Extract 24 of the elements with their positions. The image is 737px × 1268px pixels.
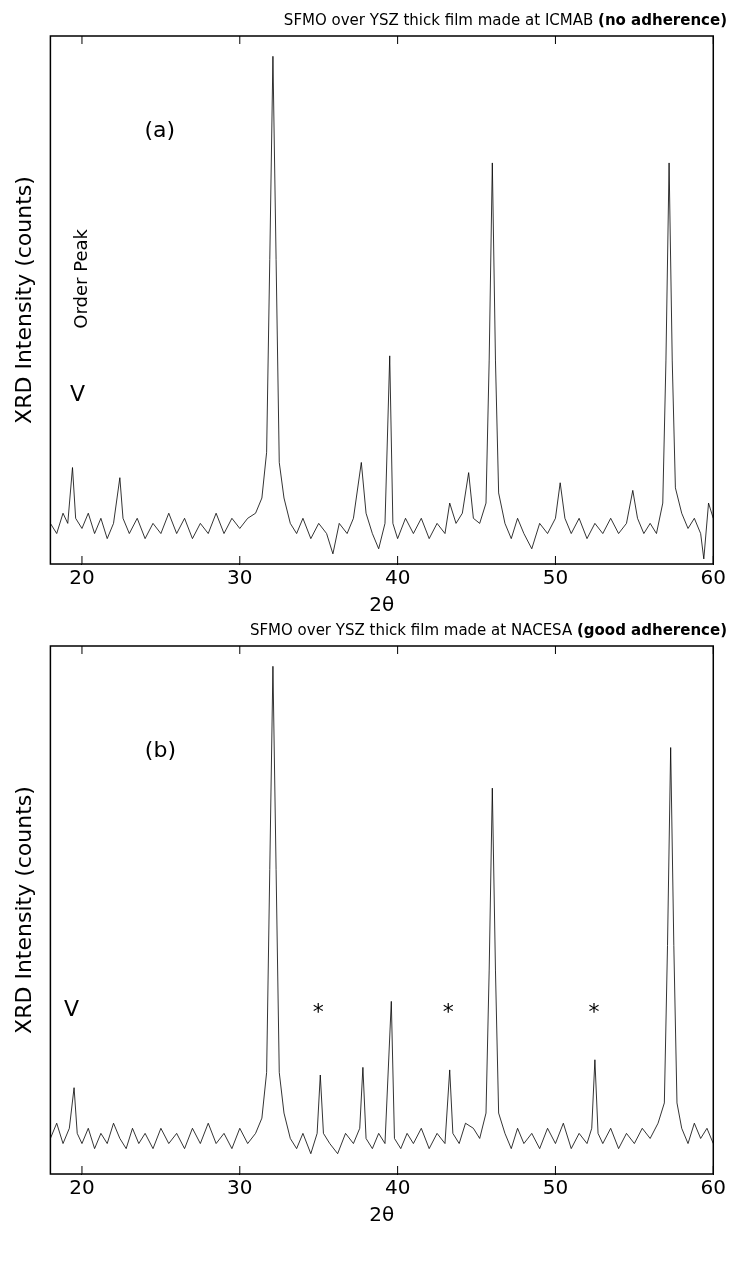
x-axis-title: 2θ [369, 592, 395, 617]
x-axis-title: 2θ [369, 1202, 395, 1227]
annotation: * [442, 998, 454, 1024]
x-tick-label: 30 [227, 565, 253, 590]
annotation: V [70, 380, 86, 406]
annotation: * [312, 998, 324, 1024]
x-tick-label: 50 [542, 1175, 569, 1200]
x-tick-label: 60 [700, 1175, 726, 1200]
chart-title: SFMO over YSZ thick film made at NACESA (good adherence) [249, 621, 727, 639]
x-tick-label: 30 [227, 1175, 253, 1200]
x-tick-label: 50 [542, 565, 569, 590]
annotation: (b) [144, 737, 177, 763]
x-tick-label: 20 [69, 565, 95, 590]
x-tick-label: 20 [69, 1175, 95, 1200]
x-tick-label: 40 [384, 1175, 411, 1200]
annotation: V [64, 996, 80, 1022]
annotation: Order Peak [69, 228, 91, 329]
y-axis-title: XRD Intensity (counts) [10, 786, 36, 1034]
chart-title: SFMO over YSZ thick film made at ICMAB (no adherence) [283, 11, 727, 29]
x-tick-label: 60 [700, 565, 726, 590]
x-tick-label: 40 [384, 565, 411, 590]
y-axis-title: XRD Intensity (counts) [10, 176, 36, 424]
annotation: * [588, 998, 600, 1024]
annotation: (a) [144, 116, 176, 142]
